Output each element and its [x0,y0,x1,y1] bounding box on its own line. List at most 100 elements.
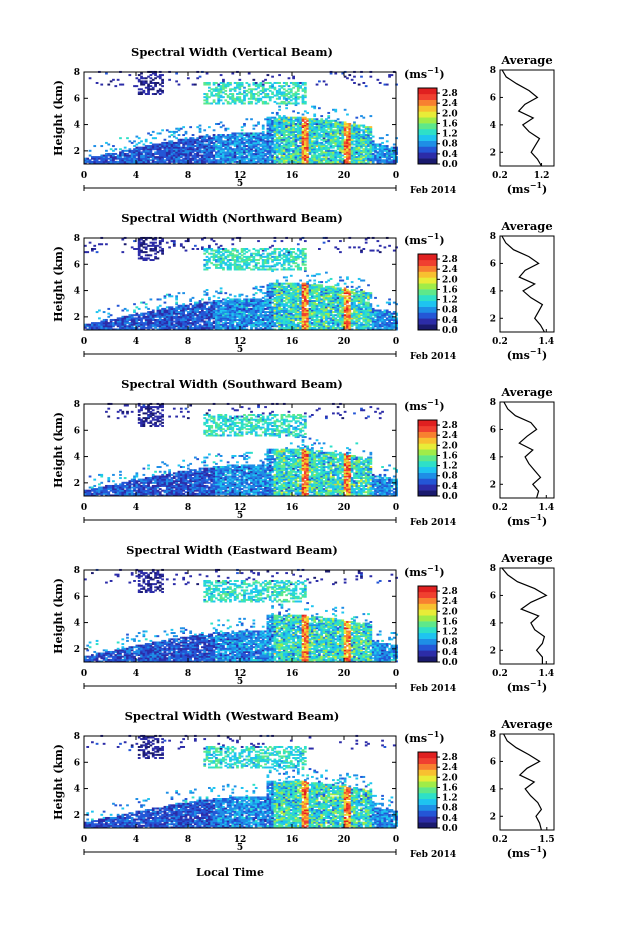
x-tick-label: 16 [286,835,299,845]
colorbar-tick-label: 2.4 [442,99,458,109]
date-month-year: Feb 2014 [410,352,456,362]
y-tick-label: 8 [74,68,80,78]
panel-3: Spectral Width (Southward Beam) 2 4 6 8 Heigh… [52,377,555,528]
panel-2: Spectral Width (Northward Beam) 2 4 6 8 Heigh… [52,211,555,362]
colorbar-swatch [418,798,437,805]
colorbar-swatch [418,158,437,165]
y-axis-label: Height (km) [52,578,65,654]
panel-4: Spectral Width (Eastward Beam) 2 4 6 8 Height… [52,543,555,694]
colorbar-tick-label: 2.0 [442,607,458,617]
colorbar-swatch [418,638,437,645]
profile-line [501,69,543,167]
heatmap-cells [84,734,398,829]
y-tick-label: 6 [74,94,80,104]
colorbar-tick-label: 2.4 [442,763,458,773]
unit-base: (ms [507,183,530,196]
colorbar-swatch [418,757,437,764]
date-month-year: Feb 2014 [410,684,456,694]
unit-close: ) [439,234,444,247]
profile-line [503,733,543,831]
colorbar-swatch [418,656,437,663]
date-day: 5 [237,511,243,521]
colorbar-swatch [418,650,437,657]
unit-base: (ms [404,400,427,413]
colorbar-swatch [418,449,437,456]
x-tick-label: 20 [338,337,351,347]
colorbar-tick-label: 0.8 [442,638,458,648]
colorbar-tick-label: 1.6 [442,119,458,129]
panel-title: Spectral Width (Vertical Beam) [131,45,333,59]
unit-close: ) [439,732,444,745]
colorbar-swatch [418,420,437,427]
y-tick-label: 6 [74,592,80,602]
x-tick-label: 0 [81,835,87,845]
unit-exponent: −1 [427,563,439,573]
profile-x-tick-label: 0.2 [492,171,508,181]
date-month-year: Feb 2014 [410,518,456,528]
profile-y-tick-label: 2 [490,646,496,656]
y-tick-label: 2 [74,479,80,489]
unit-exponent: −1 [427,65,439,75]
unit-exponent: −1 [530,844,542,854]
profile-y-tick-label: 2 [490,314,496,324]
colorbar-tick-label: 0.0 [442,326,458,336]
colorbar-swatch [418,259,437,266]
colorbar-tick-label: 0.4 [442,482,458,492]
x-tick-label: 0 [81,337,87,347]
colorbar-frame [417,87,438,165]
colorbar-swatch [418,146,437,153]
date-day: 5 [237,179,243,189]
x-tick-label: 0 [393,337,399,347]
colorbar-tick-label: 2.8 [442,89,458,99]
x-tick-label: 8 [185,337,191,347]
x-tick-label: 12 [234,835,247,845]
profile-y-tick-label: 4 [490,121,496,131]
panel-title: Spectral Width (Westward Beam) [125,709,340,723]
colorbar-swatch [418,609,437,616]
profile-y-tick-label: 2 [490,812,496,822]
unit-exponent: −1 [530,180,542,190]
unit-close: ) [439,68,444,81]
y-tick-label: 4 [74,619,80,629]
colorbar-swatch [418,603,437,610]
y-tick-label: 6 [74,426,80,436]
colorbar-swatch [418,88,437,95]
profile-y-tick-label: 6 [490,757,496,767]
x-tick-label: 4 [133,503,139,513]
unit-close: ) [542,183,547,196]
colorbar-swatch [418,781,437,788]
profile-title: Average [500,53,552,67]
colorbar-swatch [418,271,437,278]
colorbar-tick-label: 2.0 [442,441,458,451]
x-tick-label: 0 [81,171,87,181]
x-tick-label: 20 [338,835,351,845]
colorbar-swatch [418,254,437,261]
y-tick-label: 2 [74,147,80,157]
x-tick-label: 16 [286,669,299,679]
profile-frame [499,69,555,167]
x-tick-label: 0 [393,669,399,679]
x-tick-label: 0 [393,171,399,181]
colorbar-swatch [418,787,437,794]
colorbar-tick-label: 1.2 [442,296,458,306]
unit-exponent: −1 [427,397,439,407]
colorbar-swatch [418,621,437,628]
y-tick-label: 4 [74,287,80,297]
colorbar-swatch [418,644,437,651]
colorbar-tick-label: 1.2 [442,462,458,472]
colorbar-tick-label: 2.4 [442,431,458,441]
unit-base: (ms [507,515,530,528]
date-month-year: Feb 2014 [410,186,456,196]
profile-y-tick-label: 8 [490,564,496,574]
colorbar-swatch [418,822,437,829]
profile-x-tick-label: 0.2 [492,835,508,845]
profile-x-tick-label: 0.2 [492,669,508,679]
x-tick-label: 16 [286,337,299,347]
colorbar-frame [417,585,438,663]
colorbar-tick-label: 0.8 [442,140,458,150]
panel-1: Spectral Width (Vertical Beam) 2 4 6 8 Height… [52,45,555,196]
colorbar-swatch [418,99,437,106]
colorbar-tick-label: 0.8 [442,306,458,316]
